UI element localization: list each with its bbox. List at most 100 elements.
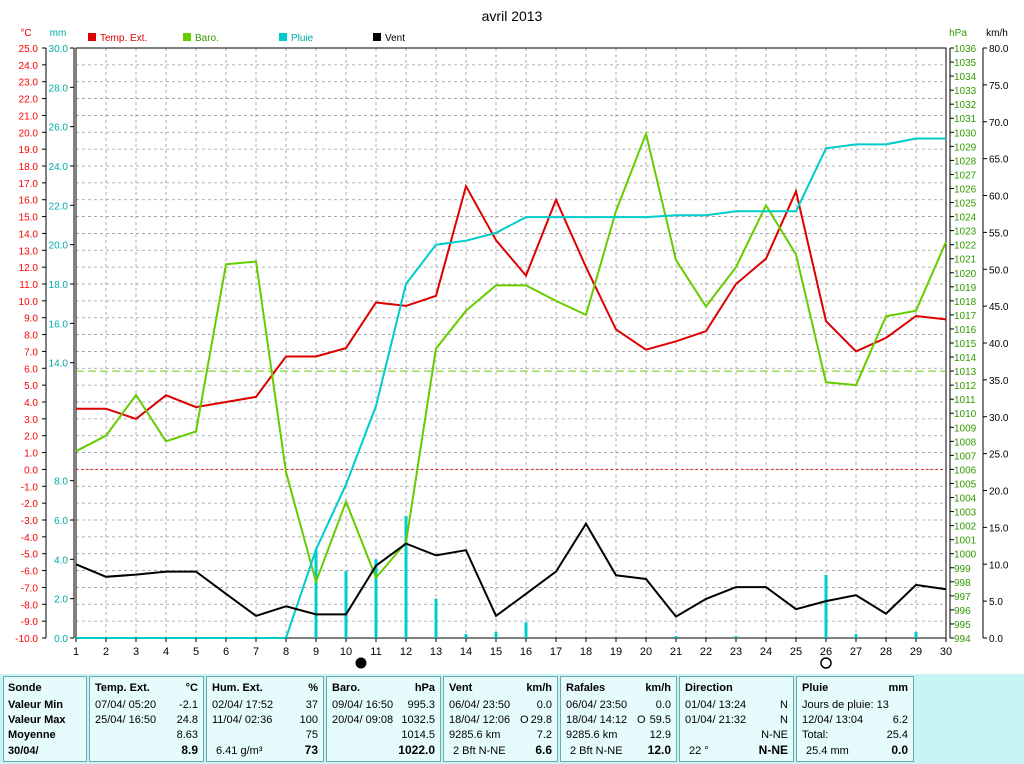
rain-bar (374, 559, 378, 638)
baro-tick-label: 1006 (954, 465, 977, 476)
series-line-baro (75, 130, 947, 586)
rain-bar (434, 598, 438, 638)
baro-tick-label: 1011 (954, 395, 976, 406)
x-tick-label: 2 (103, 646, 109, 658)
temp-tick-label: -4.0 (21, 533, 39, 544)
x-tick-label: 24 (760, 646, 772, 658)
rain-tick-label: 14.0 (49, 359, 69, 370)
temp-tick-label: -10.0 (15, 634, 38, 645)
rain-total-value: 25.4 (886, 729, 908, 741)
rain-max-date: 12/04/ 13:04 (802, 714, 864, 726)
stats-cell-temp (89, 676, 204, 762)
baro-max-value: 1032.5 (401, 714, 435, 726)
x-tick-label: 9 (313, 646, 319, 658)
baro-tick-label: 1035 (954, 58, 977, 69)
rain-days: Jours de pluie: 13 (802, 699, 889, 711)
stats-cell-wind (443, 676, 558, 762)
x-tick-label: 23 (730, 646, 742, 658)
legend-label-wind: Vent (385, 33, 405, 44)
baro-tick-label: 1009 (954, 423, 977, 434)
baro-tick-label: 1020 (954, 269, 977, 280)
baro-tick-label: 1002 (954, 522, 977, 533)
x-tick-label: 1 (73, 646, 79, 658)
temp-tick-label: 4.0 (24, 398, 38, 409)
temp-tick-label: 2.0 (24, 432, 38, 443)
wind-distance: 9285.6 km (449, 729, 501, 741)
hum-max-date: 11/04/ 02:36 (212, 714, 273, 726)
sonde-row-max: Valeur Max (8, 714, 66, 726)
series-line-wind (75, 521, 947, 618)
direction-avg-value: N-NE (761, 729, 788, 741)
temp-tick-label: 6.0 (24, 364, 38, 375)
x-tick-label: 15 (490, 646, 502, 658)
baro-tick-label: 1034 (954, 72, 977, 83)
temp-tick-label: -3.0 (21, 516, 39, 527)
baro-tick-label: 994 (954, 634, 971, 645)
baro-tick-label: 1000 (954, 550, 977, 561)
temp-tick-label: 15.0 (19, 213, 39, 224)
rain-bar (494, 632, 498, 638)
x-tick-label: 18 (580, 646, 592, 658)
temp-tick-label: 25.0 (19, 44, 39, 55)
temp-tick-label: 18.0 (19, 162, 39, 173)
temp-tick-label: -6.0 (21, 567, 39, 578)
wind-tick-label: 75.0 (989, 81, 1009, 92)
rain-bar (524, 622, 528, 638)
baro-tick-label: 1032 (954, 100, 977, 111)
wind-tick-label: 10.0 (989, 560, 1009, 571)
hum-unit: % (308, 682, 318, 694)
gust-max-date: 18/04/ 14:12 (566, 714, 628, 726)
baro-tick-label: 1016 (954, 325, 977, 336)
temp-axis-unit: °C (20, 28, 31, 39)
wind-tick-label: 5.0 (989, 597, 1003, 608)
stats-cell-gusts (560, 676, 677, 762)
direction-min-date: 01/04/ 13:24 (685, 699, 747, 711)
wind-unit: km/h (526, 682, 552, 694)
gust-beaufort: 2 Bft N-NE (570, 745, 623, 757)
wind-min-value: 0.0 (536, 699, 552, 711)
x-axis-ticks: 1 2 3 4 5 6 7 8 9 10 11 12 13 14 15 16 17 18 19 20 21 22 23 24 2… (73, 638, 952, 658)
legend-swatch-temp (88, 33, 96, 41)
baro-unit: hPa (414, 682, 435, 694)
wind-max-direction: O (520, 714, 529, 726)
rain-tick-label: 8.0 (54, 477, 68, 488)
wind-tick-label: 20.0 (989, 487, 1009, 498)
sonde-row-current: 30/04/ (8, 745, 39, 757)
temp-max-value: 24.8 (176, 714, 198, 726)
temp-tick-label: 12.0 (19, 263, 39, 274)
temp-tick-label: -8.0 (21, 600, 39, 611)
direction-current-value: N-NE (758, 743, 788, 757)
stats-cell-humidity (206, 676, 324, 762)
rain-tick-label: 20.0 (49, 241, 69, 252)
rain-tick-label: 2.0 (54, 595, 68, 606)
wind-tick-label: 50.0 (989, 265, 1009, 276)
rain-current-value: 0.0 (891, 743, 908, 757)
wind-beaufort: 2 Bft N-NE (453, 745, 506, 757)
direction-max-value: N (780, 714, 788, 726)
wind-tick-label: 0.0 (989, 634, 1003, 645)
wind-avg-value: 7.2 (536, 729, 552, 741)
rain-tick-label: 28.0 (49, 83, 69, 94)
wind-tick-label: 40.0 (989, 339, 1009, 350)
baro-avg-value: 1014.5 (401, 729, 435, 741)
temp-tick-label: 23.0 (19, 78, 39, 89)
hum-max-value: 100 (299, 714, 318, 726)
baro-tick-label: 1019 (954, 283, 977, 294)
sonde-row-avg: Moyenne (8, 729, 56, 741)
hum-header: Hum. Ext. (212, 682, 263, 694)
x-tick-label: 22 (700, 646, 712, 658)
temp-tick-label: 9.0 (24, 314, 38, 325)
wind-axis-unit: km/h (986, 28, 1008, 39)
rain-tick-label: 16.0 (49, 319, 69, 330)
x-tick-label: 5 (193, 646, 199, 658)
wind-current-value: 6.6 (535, 743, 552, 757)
sonde-header: Sonde (8, 682, 42, 694)
wind-tick-label: 15.0 (989, 523, 1009, 534)
wind-tick-label: 60.0 (989, 192, 1009, 203)
rain-tick-label: 6.0 (54, 516, 68, 527)
baro-tick-label: 1013 (954, 367, 977, 378)
wind-max-value: 29.8 (530, 714, 552, 726)
x-tick-label: 7 (253, 646, 259, 658)
wind-tick-label: 35.0 (989, 376, 1009, 387)
baro-tick-label: 1027 (954, 170, 977, 181)
